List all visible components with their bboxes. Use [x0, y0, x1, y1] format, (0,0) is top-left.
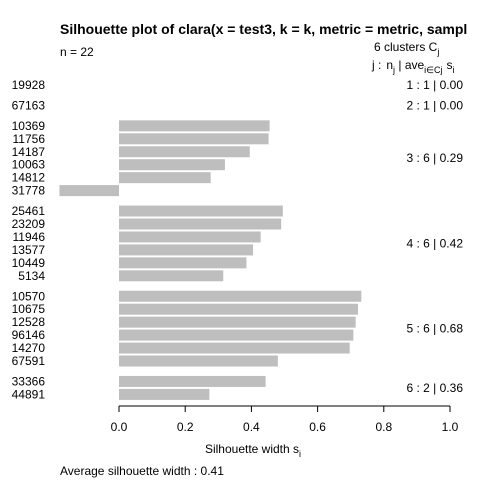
observation-label: 33366 [12, 374, 46, 388]
cluster-summary-label: 5 : 6 | 0.68 [407, 322, 464, 336]
observation-label: 10675 [12, 302, 46, 316]
column-header-j: j : [371, 58, 381, 72]
x-tick-label: 0.6 [309, 420, 326, 434]
clusters-header: 6 clusters Cj [374, 40, 439, 57]
bar-group [59, 120, 362, 400]
silhouette-bar [119, 172, 211, 184]
observation-label: 10449 [12, 256, 46, 270]
observation-label: 14187 [12, 145, 46, 159]
n-label: n = 22 [60, 45, 94, 59]
observation-label: 10570 [12, 289, 46, 303]
cluster-summary-label: 1 : 1 | 0.00 [407, 78, 464, 92]
observation-label: 12528 [12, 315, 46, 329]
x-tick-label: 0.8 [375, 420, 392, 434]
clusters-header-text: 6 clusters C [374, 40, 438, 54]
average-silhouette-width: Average silhouette width : 0.41 [60, 464, 224, 478]
cluster-summary-label: 4 : 6 | 0.42 [407, 236, 464, 250]
x-tick-label: 0.4 [243, 420, 260, 434]
observation-label: 25461 [12, 204, 46, 218]
observation-label: 67591 [12, 354, 46, 368]
silhouette-bar [119, 244, 254, 256]
silhouette-bar [119, 290, 362, 302]
silhouette-bar [119, 133, 269, 145]
cluster-summary-label: 3 : 6 | 0.29 [407, 151, 464, 165]
silhouette-bar [119, 303, 358, 315]
observation-label: 10369 [12, 119, 46, 133]
clusters-header-sub: j [436, 47, 439, 57]
cluster-summary-label: 2 : 1 | 0.00 [407, 98, 464, 112]
observation-label: 10063 [12, 158, 46, 172]
column-header: j : nj | avei∈Cj si [371, 58, 455, 75]
silhouette-bar [119, 355, 278, 367]
silhouette-bar [119, 218, 282, 230]
observation-label: 44891 [12, 387, 46, 401]
silhouette-bar [119, 316, 356, 328]
x-axis-label-text: Silhouette width s [205, 442, 299, 456]
observation-label: 14812 [12, 171, 46, 185]
silhouette-bar [119, 375, 266, 387]
observation-label: 11946 [13, 230, 46, 244]
silhouette-bar [119, 342, 350, 354]
observation-label: 23209 [12, 217, 46, 231]
silhouette-bar [119, 146, 250, 158]
column-header-ave-sub: i∈Cj [424, 65, 442, 75]
observation-label: 13577 [12, 243, 46, 257]
column-header-n: n [386, 58, 393, 72]
silhouette-bar [119, 388, 210, 400]
chart-title: Silhouette plot of clara(x = test3, k = … [60, 21, 467, 37]
observation-label: 96146 [12, 328, 46, 342]
x-tick-label: 0.2 [177, 420, 194, 434]
observation-label: 5134 [18, 269, 45, 283]
row-label-group: 19928 67163 103691175614187100631481231778… [12, 78, 46, 401]
silhouette-bar [59, 185, 119, 197]
cluster-summary-label: 6 : 2 | 0.36 [407, 381, 464, 395]
observation-label: 31778 [12, 184, 46, 198]
observation-label: 19928 [12, 78, 46, 92]
silhouette-bar [119, 329, 354, 341]
observation-label: 14270 [12, 341, 46, 355]
silhouette-bar [119, 270, 224, 282]
silhouette-bar [119, 205, 283, 217]
column-header-ave: | ave [395, 58, 424, 72]
x-tick-label: 0.0 [111, 420, 128, 434]
column-header-s-sub: i [453, 65, 455, 75]
x-axis-label-sub: i [299, 449, 301, 459]
silhouette-bar [119, 159, 225, 171]
cluster-label-group: 1 : 1 | 0.00 2 : 1 | 0.00 3 : 6 | 0.29 4 : … [407, 78, 464, 395]
observation-label: 67163 [12, 98, 46, 112]
column-header-n-sub: j [392, 65, 395, 75]
silhouette-bar [119, 257, 247, 269]
x-tick-label: 1.0 [442, 420, 459, 434]
observation-label: 11756 [13, 132, 46, 146]
silhouette-bar [119, 231, 261, 243]
column-header-s: s [447, 58, 453, 72]
silhouette-bar [119, 120, 270, 132]
x-axis: 0.0 0.2 0.4 0.6 0.8 1.0 [111, 405, 459, 434]
x-axis-label: Silhouette width si [205, 442, 301, 459]
